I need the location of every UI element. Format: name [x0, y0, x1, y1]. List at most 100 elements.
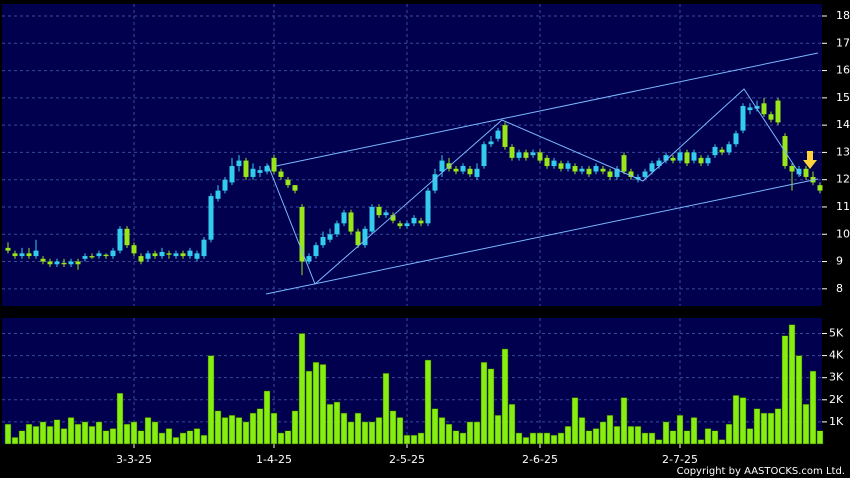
volume-bar: [242, 421, 250, 445]
volume-bar: [424, 359, 432, 445]
volume-bar: [25, 423, 33, 445]
copyright: Copyright by AASTOCKS.com Ltd.: [677, 466, 845, 477]
candle-body: [670, 157, 676, 161]
candle-body: [775, 100, 781, 123]
marks: [4, 97, 824, 445]
candle-body: [509, 146, 515, 158]
candle-body: [292, 185, 298, 191]
candle-body: [19, 253, 25, 257]
volume-bar: [466, 421, 474, 445]
candle-body: [691, 152, 697, 161]
candle-body: [488, 141, 494, 145]
volume-bar: [746, 428, 754, 445]
y-tick-label: 5K: [829, 326, 844, 339]
volume-bar: [536, 432, 544, 445]
candle-body: [621, 155, 627, 172]
candle-body: [68, 261, 74, 265]
volume-bar: [95, 421, 103, 445]
candle-body: [544, 157, 550, 167]
volume-bar: [228, 415, 236, 445]
candle-body: [243, 160, 249, 177]
candle-body: [215, 190, 221, 199]
candle-body: [551, 160, 557, 167]
volume-bar: [333, 401, 341, 445]
candle-body: [817, 185, 823, 191]
volume-bar: [249, 412, 257, 445]
volume-bar: [81, 421, 89, 445]
y-tick-label: 18: [836, 9, 850, 22]
volume-bar: [662, 421, 670, 445]
x-tick-label: 2-6-25: [522, 453, 558, 466]
volume-panel: [2, 318, 822, 444]
candle-body: [516, 152, 522, 158]
candle-body: [740, 106, 746, 131]
volume-bar: [221, 417, 229, 445]
volume-bar: [648, 432, 656, 445]
volume-bar: [144, 417, 152, 445]
candle-body: [530, 152, 536, 156]
y-tick-label: 9: [836, 255, 843, 268]
y-tick-label: 10: [836, 227, 850, 240]
volume-bar: [263, 390, 271, 445]
y-tick-label: 12: [836, 173, 850, 186]
volume-bar: [11, 437, 19, 445]
price-panel: [2, 4, 822, 306]
volume-bar: [606, 415, 614, 445]
candle-body: [628, 171, 634, 177]
candle-body: [54, 261, 60, 265]
candle-body: [649, 163, 655, 172]
candle-body: [677, 152, 683, 161]
candle-body: [124, 228, 130, 246]
volume-bar: [39, 421, 47, 445]
volume-bar: [781, 335, 789, 445]
y-tick-label: 1K: [829, 415, 844, 428]
candle-body: [761, 103, 767, 115]
volume-bar: [697, 439, 705, 445]
candle-body: [348, 212, 354, 232]
x-tick-label: 2-5-25: [389, 453, 425, 466]
volume-bar: [410, 434, 418, 445]
candle-body: [327, 234, 333, 240]
candle-body: [75, 261, 81, 265]
x-tick-label: 2-7-25: [662, 453, 698, 466]
volume-bar: [46, 426, 54, 445]
volume-bar: [711, 430, 719, 445]
volume-bar: [361, 421, 369, 445]
candle-body: [47, 261, 53, 265]
candle-body: [96, 253, 102, 257]
candle-body: [61, 262, 67, 265]
candle-body: [152, 253, 158, 257]
candle-body: [600, 168, 606, 172]
candle-body: [719, 149, 725, 153]
candle-body: [768, 114, 774, 120]
volume-bar: [767, 412, 775, 445]
candle-body: [131, 245, 137, 254]
volume-bar: [312, 361, 320, 445]
volume-bar: [627, 426, 635, 445]
volume-bar: [109, 428, 117, 445]
candle-body: [138, 256, 144, 262]
volume-bar: [669, 430, 677, 445]
volume-bar: [655, 439, 663, 445]
y-tick-label: 8: [836, 282, 843, 295]
candle-body: [40, 258, 46, 262]
volume-bar: [389, 410, 397, 445]
volume-bar: [214, 410, 222, 445]
candle-body: [12, 253, 18, 257]
grid: 8 9 10 11 12 13 14 15 16 17 18 1K 2K 3K 4K 5K 3-3-25 1-4-…: [2, 4, 850, 466]
volume-bar: [403, 434, 411, 445]
volume-bar: [207, 355, 215, 445]
candle-body: [684, 152, 690, 164]
candle-body: [663, 155, 669, 161]
candle-body: [313, 245, 319, 257]
volume-bar: [347, 421, 355, 445]
volume-bar: [319, 364, 327, 445]
candle-body: [796, 168, 802, 175]
volume-bar: [578, 417, 586, 445]
candle-body: [572, 166, 578, 172]
candle-body: [733, 133, 739, 145]
candle-body: [33, 250, 39, 257]
candle-body: [789, 166, 795, 172]
volume-bar: [4, 423, 12, 445]
y-tick-label: 13: [836, 145, 850, 158]
